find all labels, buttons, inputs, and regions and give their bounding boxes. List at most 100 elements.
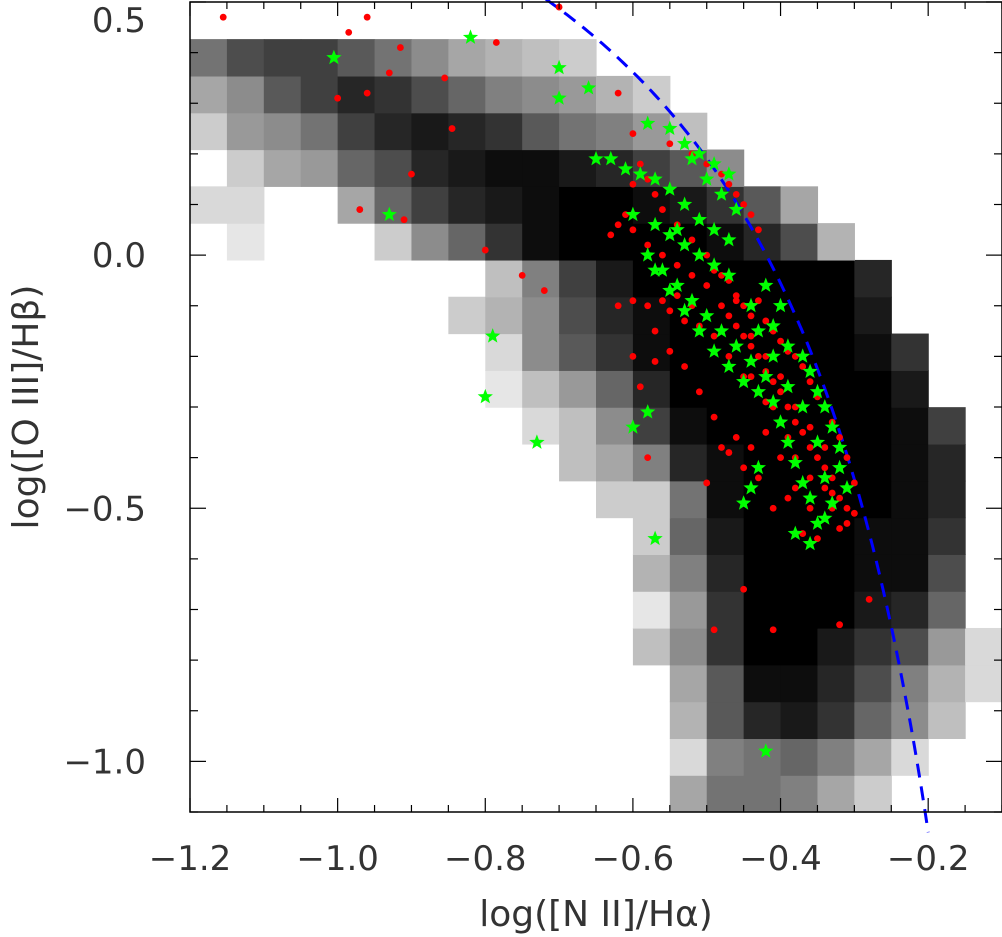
density-cell: [817, 627, 855, 666]
density-cell: [669, 701, 708, 739]
density-cell: [669, 664, 708, 703]
red-data-point: [703, 282, 711, 289]
green-star-point: [832, 459, 848, 475]
red-data-point: [769, 626, 777, 634]
green-star-point: [713, 186, 730, 201]
green-star-point: [743, 297, 759, 313]
red-data-point: [740, 464, 748, 472]
density-cell: [891, 407, 929, 445]
y-tick-label: 0.0: [92, 236, 146, 276]
density-cell: [928, 443, 966, 482]
density-cell: [669, 517, 708, 555]
density-cell: [743, 223, 782, 261]
green-star-point: [772, 297, 789, 313]
density-cell: [854, 701, 892, 739]
density-cell: [743, 738, 782, 776]
red-data-point: [651, 327, 659, 335]
density-cell: [669, 591, 708, 629]
density-cell: [485, 370, 523, 408]
green-star-point: [662, 226, 678, 242]
red-data-point: [659, 206, 666, 213]
green-star-point: [381, 206, 397, 222]
density-cell: [817, 296, 855, 335]
density-cell: [596, 480, 634, 519]
x-tick-labels: −1.2 −1.0 −0.8 −0.6 −0.4 −0.2: [149, 839, 970, 879]
red-data-point: [718, 444, 725, 451]
green-star-point: [787, 454, 803, 470]
density-cell: [226, 75, 265, 114]
density-cell: [596, 112, 634, 151]
density-cell: [965, 627, 1002, 666]
green-star-point: [795, 348, 811, 363]
green-star-point: [654, 262, 670, 277]
density-cell: [706, 443, 745, 482]
red-data-point: [850, 509, 858, 517]
density-cell: [854, 738, 892, 776]
density-cell: [411, 39, 449, 77]
y-axis-label: log([O III]/Hβ): [6, 285, 47, 530]
density-cell: [891, 664, 929, 703]
density-cell: [928, 591, 966, 629]
red-data-point: [732, 433, 740, 441]
density-cell: [522, 75, 560, 114]
red-data-point: [681, 363, 688, 370]
density-cell: [780, 664, 819, 703]
green-star-point: [632, 166, 648, 181]
density-cell: [522, 370, 560, 408]
red-data-point: [408, 170, 415, 178]
green-star-point: [551, 59, 567, 75]
density-cell: [448, 149, 486, 187]
density-cell: [817, 333, 855, 371]
density-cell: [411, 223, 449, 261]
density-cell: [596, 75, 634, 114]
green-star-point: [477, 388, 493, 404]
y-tick-labels: 0.5 0.0 −0.5 −1.0: [63, 1, 146, 782]
green-star-point: [758, 277, 774, 292]
red-data-point: [828, 489, 836, 497]
y-tick-label: −0.5: [63, 489, 146, 529]
red-data-point: [799, 363, 807, 370]
density-cell: [891, 554, 929, 592]
red-data-point: [747, 444, 755, 451]
red-data-point: [814, 535, 821, 543]
red-data-point: [334, 94, 342, 102]
density-cell: [559, 112, 597, 151]
density-cell: [300, 75, 339, 114]
red-data-point: [747, 373, 755, 381]
green-star-point: [721, 166, 737, 181]
density-cell: [669, 738, 708, 776]
green-star-point: [780, 434, 796, 449]
red-data-point: [607, 231, 615, 239]
red-data-point: [747, 342, 755, 350]
green-star-point: [721, 267, 737, 282]
green-star-point: [625, 419, 641, 434]
green-star-point: [662, 282, 678, 297]
density-cell: [706, 480, 745, 519]
green-star-point: [795, 399, 811, 414]
red-data-point: [755, 297, 762, 305]
red-data-point: [644, 302, 652, 310]
density-cell: [743, 517, 782, 555]
density-cell: [928, 554, 966, 592]
red-data-point: [448, 125, 456, 132]
density-cell: [854, 554, 892, 592]
red-data-point: [518, 271, 526, 279]
red-data-point: [791, 418, 799, 426]
density-cell: [706, 517, 745, 555]
density-cell: [485, 259, 523, 298]
density-cell: [669, 333, 708, 371]
green-star-point: [765, 318, 781, 333]
density-cell: [743, 554, 782, 592]
red-data-point: [219, 13, 227, 21]
density-cell: [706, 701, 745, 739]
red-data-point: [666, 140, 674, 148]
density-cell: [596, 333, 634, 371]
green-star-point: [625, 206, 641, 222]
green-star-point: [750, 323, 766, 338]
density-cell: [632, 591, 671, 629]
density-cell: [817, 664, 855, 703]
density-cell: [485, 296, 523, 335]
red-data-point: [695, 388, 703, 396]
axis-ticks: [189, 1, 1002, 813]
density-cell: [374, 112, 413, 151]
